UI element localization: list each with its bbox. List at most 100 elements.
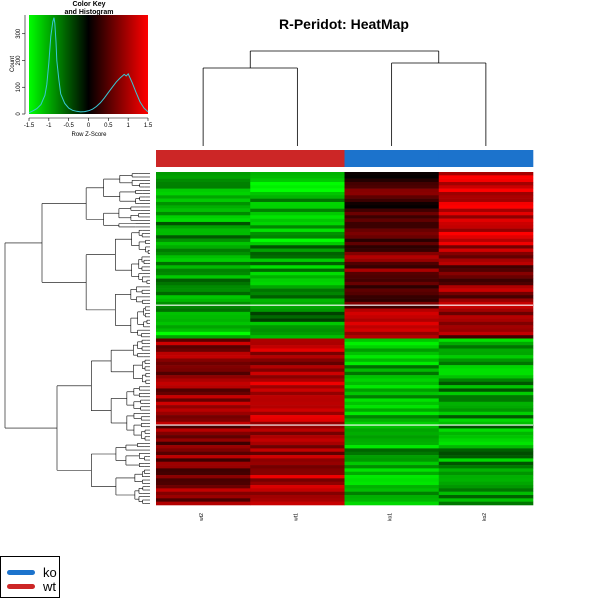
heatmap-cell [250, 385, 345, 389]
heatmap-cell [438, 358, 534, 363]
heatmap-cell [344, 478, 440, 482]
heatmap-cell [156, 195, 251, 199]
heatmap-cell [438, 388, 534, 393]
heatmap-cell [156, 291, 251, 296]
heatmap-cell [438, 238, 534, 243]
heatmap-cell [438, 265, 534, 269]
heatmap-cell [250, 485, 345, 489]
heatmap-cell [156, 172, 251, 176]
heatmap-cell [438, 488, 534, 492]
color-key-x-tick-label: 0 [87, 123, 91, 129]
heatmap-cell [438, 485, 534, 489]
heatmap-cell [250, 358, 345, 363]
color-key-y-label: Count [10, 56, 16, 72]
color-key-x-tick-label: 1.5 [144, 123, 153, 129]
heatmap-cell [344, 298, 440, 303]
color-key-x-tick-label: -1.5 [24, 123, 35, 129]
heatmap-cell [438, 205, 534, 209]
heatmap-cell [250, 465, 345, 469]
heatmap-cell [156, 425, 251, 429]
heatmap-cell [250, 215, 345, 219]
heatmap-cell [250, 471, 345, 476]
heatmap-cell [250, 228, 345, 233]
heatmap-cell [438, 448, 534, 453]
heatmap-cell [344, 411, 440, 416]
heatmap-cell [156, 241, 251, 246]
column-label-ko1: ko1 [388, 513, 394, 521]
heatmap-cell [156, 351, 251, 356]
heatmap-cell [344, 288, 440, 293]
heatmap-cell [156, 405, 251, 409]
heatmap-cell [156, 238, 251, 243]
color-key-x-label: Row Z-Score [71, 132, 107, 138]
heatmap-cell [250, 345, 345, 349]
heatmap-cell [438, 498, 534, 502]
heatmap-cell [344, 398, 440, 403]
heatmap-cell [438, 371, 534, 376]
heatmap-cell [250, 218, 345, 223]
heatmap-cell [156, 201, 251, 206]
heatmap-cell [250, 325, 345, 329]
heatmap-cell [250, 428, 345, 433]
heatmap-cell [156, 415, 251, 419]
heatmap-cell [438, 375, 534, 379]
heatmap-cell [438, 172, 534, 176]
color-key-y-tick-label: 100 [16, 82, 22, 93]
heatmap-cell [438, 231, 534, 236]
heatmap-cell [344, 381, 440, 386]
heatmap-cell [250, 278, 345, 283]
heatmap-cell [344, 318, 440, 323]
heatmap-cell [438, 418, 534, 423]
heatmap-cell [344, 428, 440, 433]
heatmap-cell [344, 341, 440, 346]
heatmap-cell [438, 285, 534, 289]
heatmap-cell [250, 475, 345, 479]
heatmap-cell [344, 431, 440, 436]
heatmap-cell [344, 465, 440, 469]
heatmap-cell [156, 191, 251, 196]
heatmap-cell [344, 375, 440, 379]
heatmap-cell [156, 348, 251, 353]
heatmap-cell [250, 175, 345, 179]
heatmap-cell [156, 208, 251, 213]
heatmap-cell [438, 368, 534, 373]
heatmap-cell [438, 291, 534, 296]
heatmap-cell [156, 441, 251, 446]
heatmap-cell [438, 228, 534, 233]
heatmap-cell [438, 365, 534, 369]
heatmap-cell [344, 405, 440, 409]
heatmap-cell [438, 421, 534, 426]
heatmap-cell [438, 468, 534, 472]
heatmap-cell [156, 235, 251, 239]
heatmap-cell [438, 295, 534, 299]
heatmap-cell [438, 321, 534, 326]
heatmap-cell [344, 438, 440, 443]
heatmap-cell [344, 425, 440, 429]
heatmap-cell [438, 188, 534, 193]
heatmap-cell [344, 385, 440, 389]
heatmap-cell [438, 458, 534, 463]
heatmap-cell [156, 321, 251, 326]
heatmap-cell [438, 341, 534, 346]
heatmap-cell [250, 305, 345, 309]
column-label-ko2: ko2 [482, 513, 488, 521]
heatmap-cell [344, 415, 440, 419]
heatmap-cell [438, 325, 534, 329]
heatmap-cell [156, 498, 251, 502]
heatmap-cell [156, 271, 251, 276]
heatmap-cell [156, 481, 251, 486]
heatmap-cell [250, 425, 345, 429]
heatmap-cell [438, 481, 534, 486]
heatmap-cell [250, 335, 345, 339]
heatmap-cell [250, 185, 345, 189]
heatmap-cell [250, 251, 345, 256]
heatmap-cell [344, 305, 440, 309]
legend-item-wt: wt [7, 579, 56, 594]
heatmap-cell [156, 258, 251, 263]
column-labels: wt2 wt1 ko1 ko2 [199, 513, 488, 521]
heatmap-cell [438, 471, 534, 476]
heatmap-cell [438, 181, 534, 186]
heatmap-cell [344, 241, 440, 246]
heatmap-cell [156, 495, 251, 499]
heatmap-cell [344, 225, 440, 229]
